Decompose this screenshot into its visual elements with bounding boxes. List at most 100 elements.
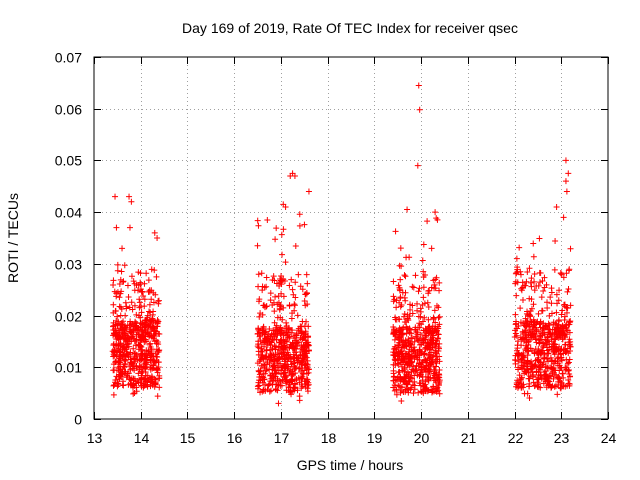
roti-point	[259, 325, 266, 332]
roti-point	[402, 273, 409, 280]
roti-point	[544, 337, 551, 344]
y-tick-label: 0.07	[55, 50, 82, 66]
roti-point	[514, 325, 521, 332]
roti-point	[397, 245, 404, 252]
roti-point	[127, 349, 134, 356]
roti-point	[526, 265, 533, 272]
roti-point	[567, 318, 574, 325]
roti-point	[530, 240, 537, 247]
roti-point	[294, 312, 301, 319]
y-tick-label: 0.03	[55, 257, 82, 273]
roti-point	[529, 347, 536, 354]
roti-point	[393, 377, 400, 384]
roti-point	[136, 296, 143, 303]
roti-point	[110, 361, 117, 368]
roti-point	[292, 349, 299, 356]
roti-point	[126, 224, 133, 231]
roti-point	[293, 352, 300, 359]
roti-point	[283, 319, 290, 326]
roti-point	[270, 373, 277, 380]
roti-point	[120, 278, 127, 285]
roti-point	[272, 343, 279, 350]
roti-point	[551, 266, 558, 273]
roti-point	[398, 357, 405, 364]
roti-point	[425, 376, 432, 383]
y-axis-label: ROTI / TECUs	[5, 193, 21, 283]
roti-point	[304, 388, 311, 395]
roti-point	[542, 322, 549, 329]
roti-point	[426, 287, 433, 294]
roti-point	[393, 386, 400, 393]
roti-point	[544, 347, 551, 354]
roti-point	[117, 349, 124, 356]
roti-point	[143, 270, 150, 277]
roti-point	[420, 273, 427, 280]
roti-point	[255, 271, 262, 278]
roti-point	[532, 346, 539, 353]
roti-point	[420, 294, 427, 301]
roti-point	[123, 303, 130, 310]
roti-point	[512, 318, 519, 325]
roti-point	[288, 276, 295, 283]
roti-point	[124, 282, 131, 289]
y-tick-label: 0.02	[55, 309, 82, 325]
roti-point	[116, 294, 123, 301]
roti-point	[257, 356, 264, 363]
roti-point	[516, 244, 523, 251]
roti-point	[562, 178, 569, 185]
plot-frame	[93, 56, 609, 420]
roti-point	[518, 287, 525, 294]
roti-point	[278, 350, 285, 357]
roti-point	[256, 368, 263, 375]
roti-point	[400, 313, 407, 320]
roti-point	[396, 334, 403, 341]
roti-point	[541, 274, 548, 281]
roti-point	[557, 384, 564, 391]
roti-point	[558, 357, 565, 364]
roti-point	[261, 343, 268, 350]
roti-point	[435, 304, 442, 311]
roti-point	[431, 370, 438, 377]
roti-point	[431, 328, 438, 335]
roti-point	[554, 331, 561, 338]
roti-point	[295, 271, 302, 278]
roti-point	[428, 359, 435, 366]
roti-point	[281, 338, 288, 345]
roti-point	[512, 270, 519, 277]
roti-point	[296, 379, 303, 386]
roti-point	[396, 329, 403, 336]
roti-point	[142, 360, 149, 367]
roti-point	[565, 376, 572, 383]
roti-point	[566, 336, 573, 343]
roti-point	[116, 371, 123, 378]
roti-point	[154, 393, 161, 400]
roti-point	[555, 316, 562, 323]
roti-point	[415, 313, 422, 320]
roti-point	[425, 327, 432, 334]
roti-point	[545, 320, 552, 327]
roti-point	[271, 356, 278, 363]
roti-point	[396, 368, 403, 375]
roti-point	[526, 295, 533, 302]
roti-point	[114, 313, 121, 320]
roti-point	[552, 238, 559, 245]
roti-point	[127, 328, 134, 335]
roti-point	[292, 337, 299, 344]
roti-point	[551, 383, 558, 390]
roti-point	[261, 381, 268, 388]
roti-point	[257, 367, 264, 374]
roti-point	[518, 383, 525, 390]
roti-point	[270, 336, 277, 343]
roti-point	[512, 330, 519, 337]
roti-point	[152, 379, 159, 386]
roti-point	[535, 351, 542, 358]
roti-point	[536, 340, 543, 347]
roti-point	[403, 254, 410, 261]
roti-point	[132, 354, 139, 361]
roti-point	[299, 335, 306, 342]
roti-point	[558, 311, 565, 318]
roti-point	[517, 305, 524, 312]
roti-point	[152, 319, 159, 326]
roti-point	[432, 285, 439, 292]
roti-point	[153, 273, 160, 280]
